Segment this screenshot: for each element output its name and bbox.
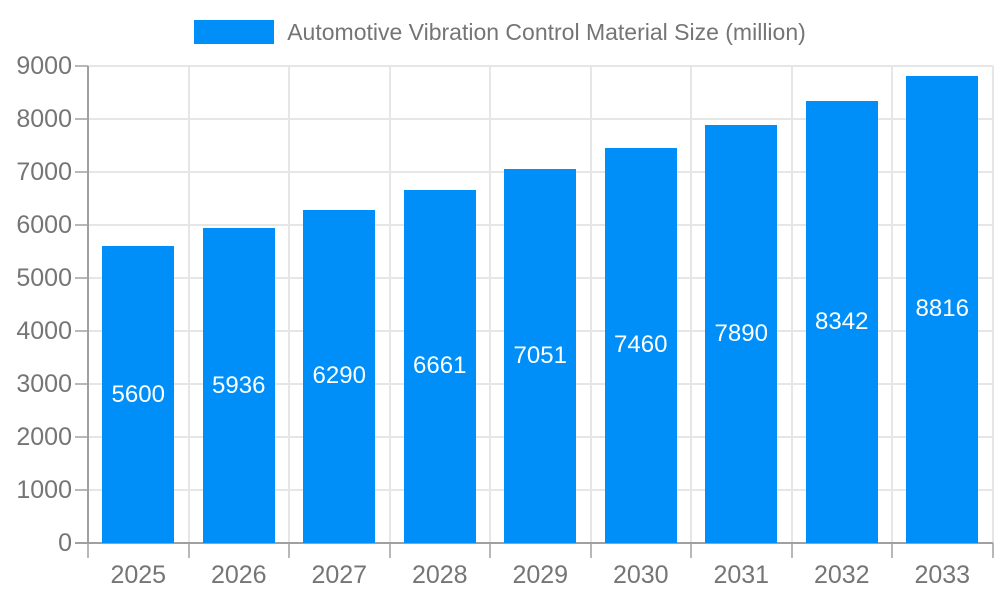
x-axis-tick <box>489 543 491 558</box>
y-axis-tick <box>75 171 88 173</box>
x-axis-tick <box>388 543 391 558</box>
bar-value-label: 8816 <box>915 295 969 323</box>
x-axis-label: 2025 <box>110 561 167 589</box>
chart-legend[interactable]: Automotive Vibration Control Material Si… <box>0 18 1000 46</box>
bar-2027: 6290 <box>303 209 376 543</box>
gridline-vertical <box>891 66 893 543</box>
bar-2031: 7890 <box>705 124 778 543</box>
x-axis-tick <box>187 543 190 558</box>
x-axis-tick <box>288 543 290 558</box>
y-axis-label: 6000 <box>16 211 72 239</box>
x-axis-tick <box>891 543 893 558</box>
x-axis-tick <box>589 543 592 558</box>
gridline-vertical <box>489 66 491 543</box>
bar-2033: 8816 <box>906 75 979 543</box>
x-axis-label: 2032 <box>813 561 870 589</box>
x-axis-label: 2026 <box>210 561 267 589</box>
legend-swatch <box>194 20 275 44</box>
x-axis-tick <box>790 543 793 558</box>
bar-value-label: 6290 <box>312 362 366 390</box>
y-axis-label: 1000 <box>16 476 72 504</box>
x-axis-label: 2029 <box>512 561 569 589</box>
y-axis-label: 3000 <box>16 370 72 398</box>
bar-2028: 6661 <box>403 189 476 543</box>
bar-value-label: 5936 <box>212 371 266 399</box>
bar-2030: 7460 <box>604 147 677 543</box>
y-axis-tick <box>75 330 88 332</box>
y-axis-tick <box>75 277 88 279</box>
y-axis-label: 4000 <box>16 317 72 345</box>
x-axis-label: 2028 <box>411 561 468 589</box>
y-axis-tick <box>75 224 88 226</box>
y-axis-tick <box>75 436 88 438</box>
gridline-vertical <box>187 66 190 543</box>
legend-label: Automotive Vibration Control Material Si… <box>287 18 806 45</box>
gridline-vertical <box>790 66 793 543</box>
y-axis-tick <box>75 489 88 491</box>
bar-2026: 5936 <box>202 228 275 543</box>
x-axis-tick <box>87 543 89 558</box>
bar-2025: 5600 <box>102 246 175 543</box>
x-axis-tick <box>690 543 692 558</box>
y-axis-label: 8000 <box>16 105 72 133</box>
x-axis-label: 2027 <box>311 561 368 589</box>
bar-2032: 8342 <box>805 100 878 543</box>
bar-value-label: 5600 <box>111 380 165 408</box>
y-axis-tick <box>75 65 88 67</box>
y-axis-tick <box>75 118 88 120</box>
y-axis-tick <box>75 383 88 385</box>
y-axis-label: 5000 <box>16 264 72 292</box>
gridline-vertical <box>991 66 994 543</box>
x-axis-label: 2030 <box>612 561 669 589</box>
gridline-vertical <box>288 66 290 543</box>
x-axis-label: 2033 <box>914 561 971 589</box>
x-axis-tick <box>991 543 994 558</box>
bar-value-label: 7051 <box>513 342 567 370</box>
bar-value-label: 7890 <box>714 319 768 347</box>
bar-value-label: 8342 <box>815 307 869 335</box>
y-axis-label: 0 <box>58 529 72 557</box>
gridline-vertical <box>690 66 692 543</box>
y-axis-label: 7000 <box>16 158 72 186</box>
gridline-vertical <box>589 66 592 543</box>
gridline-vertical <box>388 66 391 543</box>
bar-value-label: 7460 <box>614 331 668 359</box>
gridline-horizontal <box>88 118 993 120</box>
y-axis-label: 2000 <box>16 423 72 451</box>
x-axis-line <box>75 542 993 544</box>
bar-2029: 7051 <box>504 169 577 543</box>
bar-value-label: 6661 <box>413 352 467 380</box>
y-axis-line <box>87 66 89 543</box>
y-axis-label: 9000 <box>16 52 72 80</box>
x-axis-label: 2031 <box>713 561 770 589</box>
gridline-horizontal <box>88 65 993 67</box>
